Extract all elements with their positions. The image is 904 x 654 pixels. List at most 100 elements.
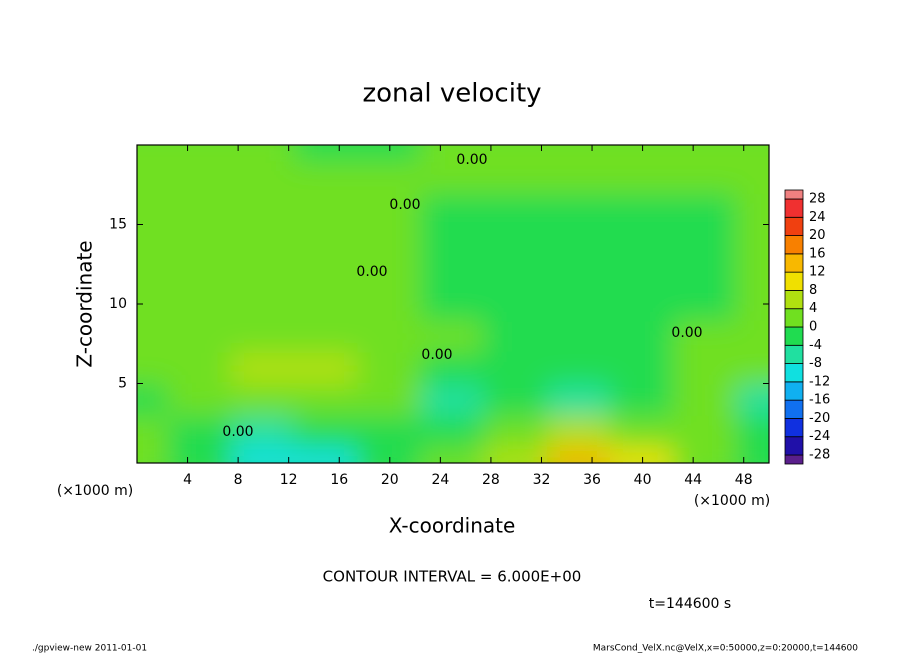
field-cell [137,145,170,162]
colorbar-box [784,308,804,328]
field-cell [736,382,769,417]
field-cell [230,255,296,290]
field-cell [420,159,486,194]
field-cell [167,191,233,226]
field-cell [357,145,423,162]
field-cell [546,191,612,226]
field-cell [420,414,486,449]
field-cell [546,350,612,385]
x-tick-label: 24 [431,472,449,488]
colorbar-box [784,326,804,346]
field-cell [137,191,170,226]
field-cell [230,287,296,321]
colorbar-label: 4 [809,301,817,316]
field-cell [483,446,549,463]
field-cell [294,414,360,449]
field-cell [546,287,612,321]
colorbar-box [784,363,804,383]
contour-label: 0.00 [456,152,487,168]
y-unit: (×1000 m) [57,483,133,499]
colorbar-box [784,418,804,438]
field-cell [610,223,676,258]
chart-title: zonal velocity [362,79,541,109]
time-label: t=144600 s [649,596,731,612]
field-cell [357,287,423,321]
field-cell [610,159,676,194]
field-cell [167,287,233,321]
field-cell [736,145,769,162]
colorbar-label: 0 [809,320,817,335]
x-tick-label: 32 [533,472,551,488]
x-tick-label: 4 [183,472,192,488]
field-cell [357,318,423,353]
field-cell [230,414,296,449]
field-cell [137,446,170,463]
field [137,145,769,463]
field-cell [483,382,549,417]
field-cell [546,223,612,258]
colorbar-label: -16 [809,393,830,408]
field-cell [420,191,486,226]
field-cell [357,159,423,194]
field-cell [357,223,423,258]
field-cell [420,382,486,417]
field-cell [483,145,549,162]
colorbar-box [784,253,804,273]
field-cell [420,145,486,162]
field-cell [230,223,296,258]
field-cell [420,350,486,385]
field-cell [673,223,739,258]
colorbar-box [784,399,804,419]
field-cell [137,382,170,417]
field-cell [294,145,360,162]
field-cell [420,446,486,463]
x-tick-label: 48 [735,472,753,488]
field-cell [230,318,296,353]
colorbar-box [784,436,804,456]
field-cell [230,446,296,463]
x-tick-label: 36 [583,472,601,488]
colorbar-label: -28 [809,448,830,463]
field-cell [483,255,549,290]
field-cell [137,350,170,385]
field-cell [420,255,486,290]
field-cell [673,145,739,162]
field-cell [673,318,739,353]
field-cell [137,414,170,449]
field-cell [673,414,739,449]
contour-label: 0.00 [421,347,452,363]
field-cell [420,287,486,321]
y-tick-label: 15 [109,217,127,233]
field-cell [546,145,612,162]
colorbar-box [784,290,804,310]
field-cell [610,191,676,226]
cells [137,145,769,463]
colorbar-box [784,189,804,200]
field-cell [230,191,296,226]
field-cell [736,350,769,385]
field-cell [736,318,769,353]
x-unit: (×1000 m) [694,493,770,509]
field-cell [610,255,676,290]
colorbar-label: 8 [809,283,817,298]
field-cell [167,145,233,162]
field-cell [167,255,233,290]
field-cell [736,414,769,449]
field-cell [420,223,486,258]
x-tick-label: 20 [381,472,399,488]
contour-label: 0.00 [356,264,387,280]
colorbar-box [784,235,804,255]
colorbar-label: -20 [809,411,830,426]
field-cell [546,382,612,417]
x-tick-label: 8 [234,472,243,488]
field-cell [673,382,739,417]
field-cell [420,318,486,353]
field-cell [610,446,676,463]
field-cell [294,350,360,385]
colorbar-label: -24 [809,429,830,444]
y-tick-label: 10 [109,296,127,312]
colorbar-label: 28 [809,192,826,207]
field-cell [736,159,769,194]
x-tick-label: 40 [634,472,652,488]
